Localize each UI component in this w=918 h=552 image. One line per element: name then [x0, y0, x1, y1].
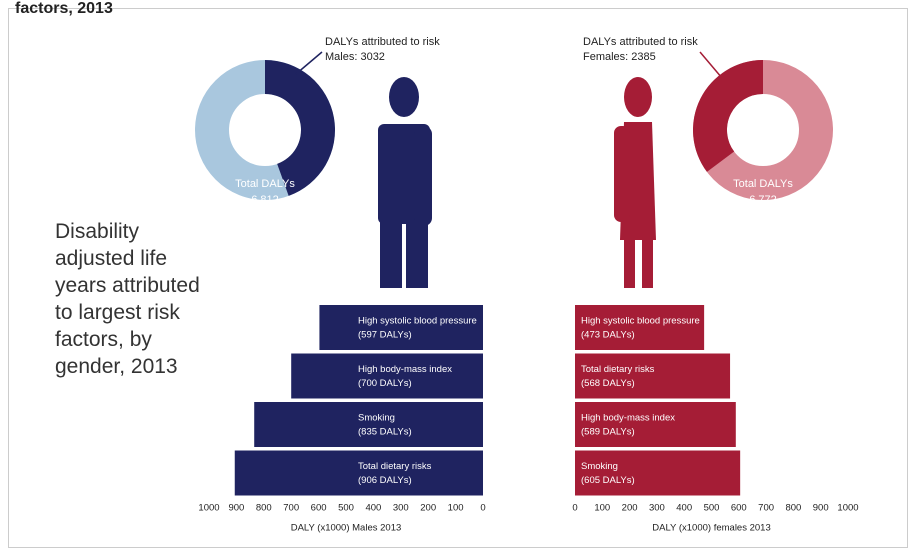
x-tick-label: 300 — [649, 503, 665, 514]
bar-category-label: Smoking — [581, 461, 618, 472]
x-tick-label: 600 — [311, 503, 327, 514]
bar-value-label: (906 DALYs) — [358, 475, 412, 486]
bar-category-label: Total dietary risks — [581, 364, 655, 375]
bar-category-label: High body-mass index — [581, 413, 675, 424]
bar-category-label: High body-mass index — [358, 364, 452, 375]
x-tick-label: 0 — [480, 503, 485, 514]
x-tick-label: 200 — [420, 503, 436, 514]
x-tick-label: 900 — [813, 503, 829, 514]
x-tick-label: 0 — [572, 503, 577, 514]
bar-category-label: High systolic blood pressure — [581, 316, 700, 327]
bar — [575, 450, 741, 496]
leader-line — [699, 51, 723, 79]
x-tick-label: 700 — [758, 503, 774, 514]
male-figure — [378, 77, 432, 288]
bar-value-label: (835 DALYs) — [358, 427, 412, 438]
bar-value-label: (605 DALYs) — [581, 475, 635, 486]
x-tick-label: 600 — [731, 503, 747, 514]
bar-value-label: (568 DALYs) — [581, 378, 635, 389]
bar — [575, 353, 731, 399]
attributed-value-label: Females: 2385 — [583, 51, 656, 63]
bar-value-label: (700 DALYs) — [358, 378, 412, 389]
bar-category-label: High systolic blood pressure — [358, 316, 477, 327]
x-tick-label: 800 — [256, 503, 272, 514]
total-value-label: 6,812 — [251, 194, 279, 206]
attributed-value-label: Males: 3032 — [325, 51, 385, 63]
donut-slice — [692, 60, 763, 172]
bar-value-label: (473 DALYs) — [581, 330, 635, 341]
bar — [254, 402, 483, 447]
female-figure — [614, 77, 656, 288]
x-tick-label: 900 — [228, 503, 244, 514]
x-tick-label: 500 — [338, 503, 354, 514]
bar — [291, 353, 483, 399]
total-label: Total DALYs — [733, 178, 793, 190]
x-tick-label: 400 — [676, 503, 692, 514]
attributed-label: DALYs attributed to risk — [325, 36, 440, 48]
x-tick-label: 400 — [365, 503, 381, 514]
x-tick-label: 200 — [622, 503, 638, 514]
total-label: Total DALYs — [235, 178, 295, 190]
x-tick-label: 500 — [704, 503, 720, 514]
x-tick-label: 300 — [393, 503, 409, 514]
x-axis-label: DALY (x1000) females 2013 — [652, 523, 770, 534]
donut-slice — [265, 60, 336, 196]
bar-value-label: (589 DALYs) — [581, 427, 635, 438]
x-axis-label: DALY (x1000) Males 2013 — [291, 523, 402, 534]
frame: factors, 2013 — [8, 0, 908, 548]
bar — [319, 305, 483, 350]
bar — [234, 450, 483, 496]
attributed-label: DALYs attributed to risk — [583, 36, 698, 48]
bar-category-label: Smoking — [358, 413, 395, 424]
bar-value-label: (597 DALYs) — [358, 330, 412, 341]
title: Disability adjusted life years attribute… — [55, 220, 200, 378]
x-tick-label: 100 — [594, 503, 610, 514]
bar — [575, 402, 736, 447]
x-tick-label: 700 — [283, 503, 299, 514]
total-value-label: 6,772 — [749, 194, 777, 206]
x-tick-label: 100 — [448, 503, 464, 514]
x-tick-label: 1000 — [198, 503, 219, 514]
bar-category-label: Total dietary risks — [358, 461, 432, 472]
bar — [575, 305, 705, 350]
x-tick-label: 800 — [785, 503, 801, 514]
leader-line — [295, 51, 323, 75]
x-tick-label: 1000 — [837, 503, 858, 514]
header: factors, 2013 — [15, 0, 113, 17]
